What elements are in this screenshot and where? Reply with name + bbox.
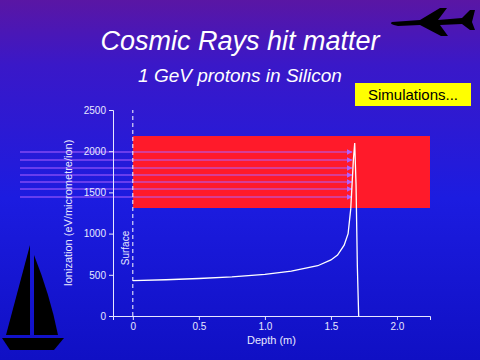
axis-line: [109, 111, 114, 317]
slide: Cosmic Rays hit matter 1 GeV protons in S…: [0, 0, 480, 360]
tick: 500: [89, 270, 113, 281]
surface-label: Surface: [120, 230, 131, 265]
subtitle: 1 GeV protons in Silicon: [138, 65, 342, 86]
tick-label: 1.0: [258, 321, 272, 332]
tick: 0: [100, 311, 113, 322]
sail: [34, 255, 58, 335]
tick-mark: [109, 151, 113, 152]
axis-line: [114, 317, 431, 321]
tick: 2.0: [391, 316, 405, 332]
tick-label: 500: [89, 270, 106, 281]
note-text: Simulations...: [368, 86, 458, 103]
hull: [2, 338, 64, 350]
tick-mark: [265, 316, 266, 320]
airplane-icon: [391, 8, 475, 36]
tick-label: 2000: [84, 146, 107, 157]
tick-mark: [199, 316, 200, 320]
tick-label: 2500: [84, 105, 107, 116]
title: Cosmic Rays hit matter: [100, 26, 380, 56]
plot-area: [133, 110, 359, 316]
tick-label: 1000: [84, 228, 107, 239]
x-axis-title: Depth (m): [247, 334, 296, 346]
tick-label: 0: [100, 311, 106, 322]
tick: 1.5: [324, 316, 338, 332]
surface-line: [132, 110, 133, 316]
sailboat-icon: [2, 245, 64, 350]
tick-mark: [109, 110, 113, 111]
y-axis-title: Ionization (eV/micrometre/ion): [62, 140, 74, 287]
y-axis: 0 500 1000 1500 2000 2500: [84, 105, 114, 322]
x-axis: 0 0.5 1.0 1.5 2.0: [114, 316, 431, 332]
tick-label: 0: [131, 321, 137, 332]
data-line: [133, 143, 359, 316]
tick: 2000: [84, 146, 113, 157]
note-box: [355, 83, 471, 106]
tick-mark: [109, 234, 113, 235]
tick-label: 1500: [84, 187, 107, 198]
background: [0, 0, 480, 360]
tick-label: 2.0: [391, 321, 405, 332]
tick-mark: [397, 316, 398, 320]
tick-mark: [133, 316, 134, 320]
sail: [6, 245, 30, 335]
tick: 1500: [84, 187, 113, 198]
tick-mark: [109, 275, 113, 276]
tick-mark: [109, 316, 113, 317]
tick-label: 1.5: [324, 321, 338, 332]
tick: 1.0: [258, 316, 272, 332]
tick-mark: [331, 316, 332, 320]
tick: 0: [131, 316, 137, 332]
tick: 2500: [84, 105, 113, 116]
tick: 1000: [84, 228, 113, 239]
tick-label: 0.5: [192, 321, 206, 332]
tick-mark: [109, 192, 113, 193]
tick: 0.5: [192, 316, 206, 332]
